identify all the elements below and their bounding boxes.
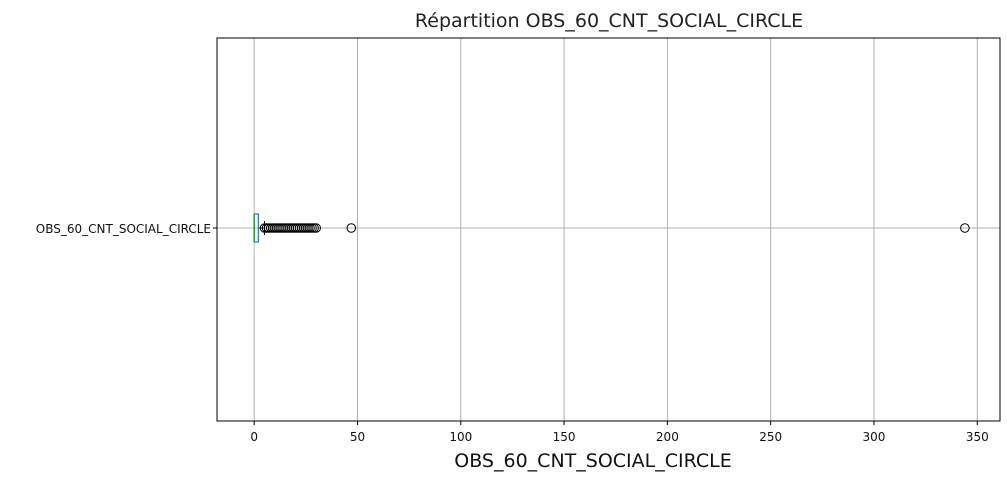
x-tick-label: 150 <box>553 430 576 444</box>
chart-title: Répartition OBS_60_CNT_SOCIAL_CIRCLE <box>415 10 803 32</box>
plot-area <box>253 213 970 243</box>
x-tick-label: 300 <box>863 430 886 444</box>
x-axis-label: OBS_60_CNT_SOCIAL_CIRCLE <box>454 450 731 472</box>
axes-frame <box>216 37 1001 422</box>
x-tick-label: 350 <box>966 430 989 444</box>
grid-lines <box>217 38 1000 421</box>
outlier-point <box>960 223 970 233</box>
x-tick-label: 50 <box>350 430 365 444</box>
x-tick-label: 100 <box>449 430 472 444</box>
outlier-point <box>346 223 357 233</box>
x-axis-ticks: 0 50 100 150 200 250 300 350 <box>213 227 989 444</box>
outlier-point <box>311 223 321 233</box>
x-tick-label: 200 <box>656 430 679 444</box>
x-tick-label: 250 <box>759 430 782 444</box>
x-tick-label: 0 <box>250 430 258 444</box>
category-label: OBS_60_CNT_SOCIAL_CIRCLE <box>36 222 211 236</box>
